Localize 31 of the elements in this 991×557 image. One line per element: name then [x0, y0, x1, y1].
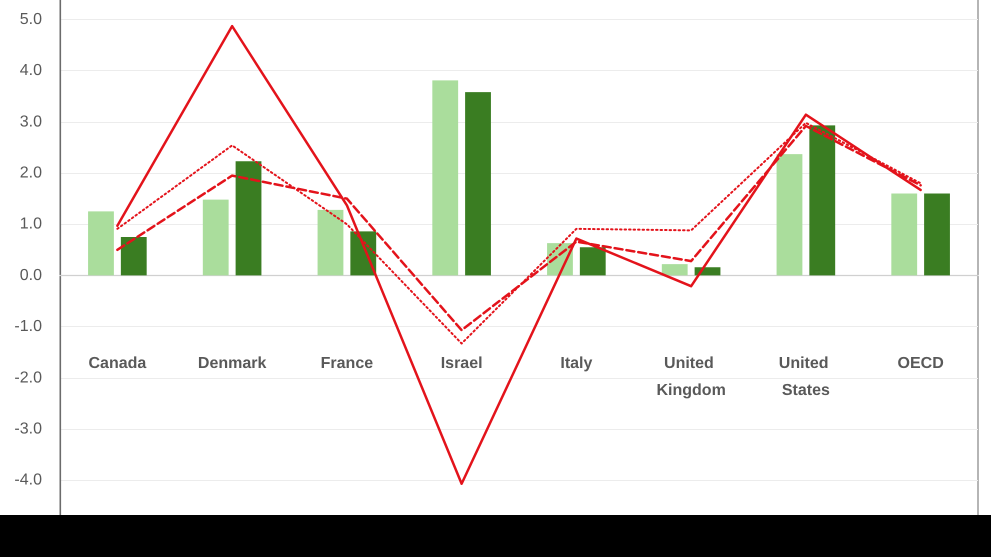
y-tick-label: 4.0: [20, 62, 42, 80]
bar: [120, 237, 147, 276]
x-tick-label: United Kingdom: [656, 355, 726, 399]
bar: [891, 194, 918, 276]
bar: [318, 210, 344, 276]
bar: [580, 247, 606, 276]
bar: [202, 200, 229, 276]
y-tick-label: -1.0: [14, 318, 42, 336]
bar: [465, 92, 491, 276]
x-tick-label: Denmark: [198, 355, 266, 372]
bar: [809, 125, 836, 276]
y-tick-label: 2.0: [20, 164, 42, 182]
bar: [432, 80, 458, 276]
x-tick-label: Israel: [440, 355, 483, 372]
y-tick-label: -2.0: [14, 369, 42, 386]
bar: [776, 154, 802, 276]
x-tick-label: OECD: [898, 355, 944, 372]
y-tick-label: -3.0: [14, 420, 42, 438]
y-tick-label: -4.0: [14, 472, 42, 489]
y-tick-label: 3.0: [20, 113, 42, 130]
bar: [236, 161, 262, 276]
x-tick-label: United States: [778, 355, 833, 399]
bar: [88, 211, 114, 276]
y-tick-label: 5.0: [20, 10, 42, 28]
bar: [924, 194, 950, 276]
x-tick-label: Canada: [88, 355, 146, 372]
x-tick-label: France: [320, 355, 374, 372]
y-tick-label: 1.0: [20, 216, 42, 233]
x-tick-label: Italy: [560, 355, 592, 372]
bar: [662, 264, 688, 276]
y-tick-label: 0.0: [20, 266, 42, 284]
